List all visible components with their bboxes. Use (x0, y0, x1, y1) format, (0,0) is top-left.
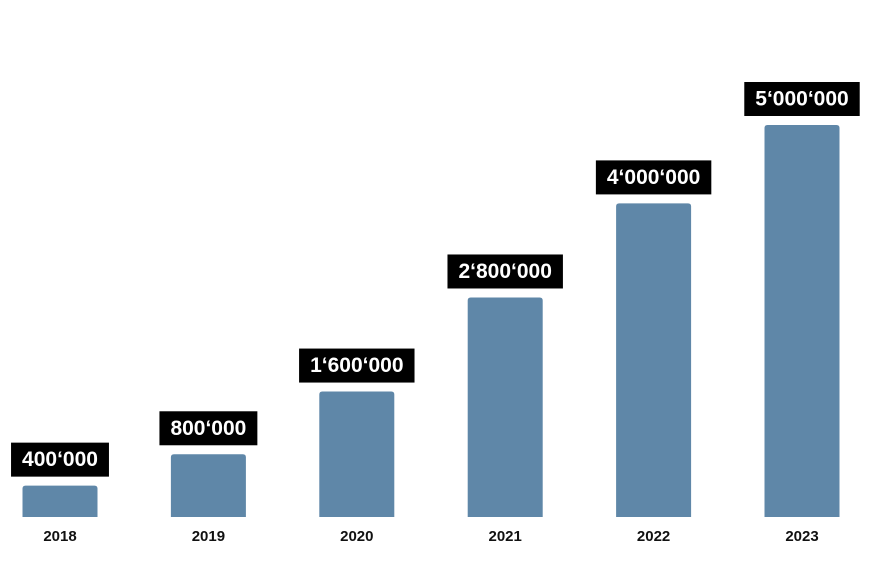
x-tick-label: 2018 (43, 528, 76, 545)
value-label-box (744, 82, 860, 116)
x-tick-label: 2020 (340, 528, 373, 545)
value-label-box (159, 411, 258, 446)
value-label: 800‘000 (170, 417, 246, 440)
bar (319, 391, 395, 517)
x-tick-label: 2023 (785, 528, 818, 545)
bar (764, 125, 840, 517)
value-label-box (299, 348, 415, 383)
bar (467, 297, 543, 517)
x-tick-label: 2019 (192, 528, 225, 545)
value-label-box (595, 160, 712, 195)
value-label: 1‘600‘000 (310, 354, 403, 377)
x-tick-label: 2021 (489, 528, 522, 545)
x-tick-label: 2022 (637, 528, 670, 545)
bar (616, 203, 692, 517)
value-label: 4‘000‘000 (607, 166, 700, 189)
bar (170, 454, 246, 517)
value-label-box (11, 442, 109, 477)
value-label: 5‘000‘000 (755, 88, 848, 111)
value-label-box (447, 254, 563, 289)
value-label: 400‘000 (22, 448, 98, 471)
value-label: 2‘800‘000 (458, 260, 551, 283)
bar (22, 485, 98, 517)
